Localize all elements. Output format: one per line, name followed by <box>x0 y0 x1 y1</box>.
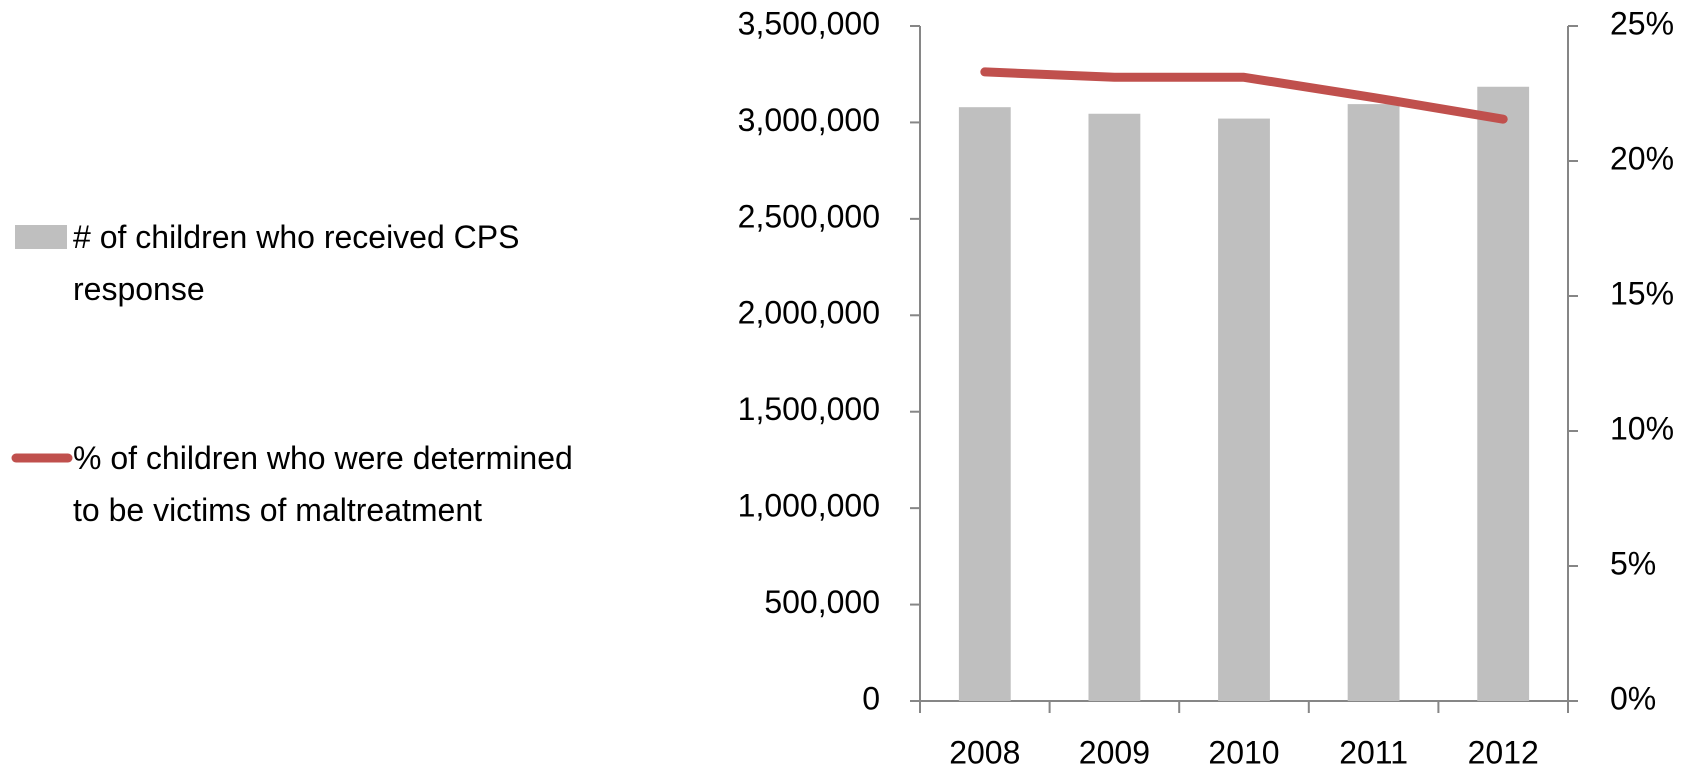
y2-tick-label: 5% <box>1610 545 1656 581</box>
y2-tick-label: 0% <box>1610 680 1656 716</box>
y-tick-label: 1,000,000 <box>738 488 880 524</box>
x-tick-label: 2010 <box>1208 734 1279 769</box>
y2-tick-label: 25% <box>1610 5 1674 41</box>
bar <box>958 107 1011 701</box>
y-tick-label: 3,000,000 <box>738 102 880 138</box>
line <box>980 67 1508 124</box>
y-tick-label: 2,000,000 <box>738 295 880 331</box>
y-tick-label: 500,000 <box>764 584 880 620</box>
bar <box>1218 118 1270 702</box>
x-tick-label: 2008 <box>949 734 1020 769</box>
y-tick-label: 3,500,000 <box>738 5 880 41</box>
y-tick-label: 2,500,000 <box>738 198 880 234</box>
bar <box>1477 86 1530 701</box>
x-tick-label: 2011 <box>1339 734 1408 769</box>
y-tick-label: 0 <box>862 680 880 716</box>
bar <box>1088 113 1141 701</box>
bar <box>1347 104 1400 702</box>
y2-tick-label: 20% <box>1610 140 1674 176</box>
legend-label: # of children who received CPS response <box>73 219 520 307</box>
legend-label: % of children who were determined to be … <box>73 440 573 528</box>
legend-marker <box>15 225 67 249</box>
x-tick-label: 2009 <box>1079 734 1150 769</box>
x-tick-label: 2012 <box>1468 734 1539 769</box>
y-tick-label: 1,500,000 <box>738 391 880 427</box>
y2-tick-label: 10% <box>1610 410 1674 446</box>
y2-tick-label: 15% <box>1610 275 1674 311</box>
